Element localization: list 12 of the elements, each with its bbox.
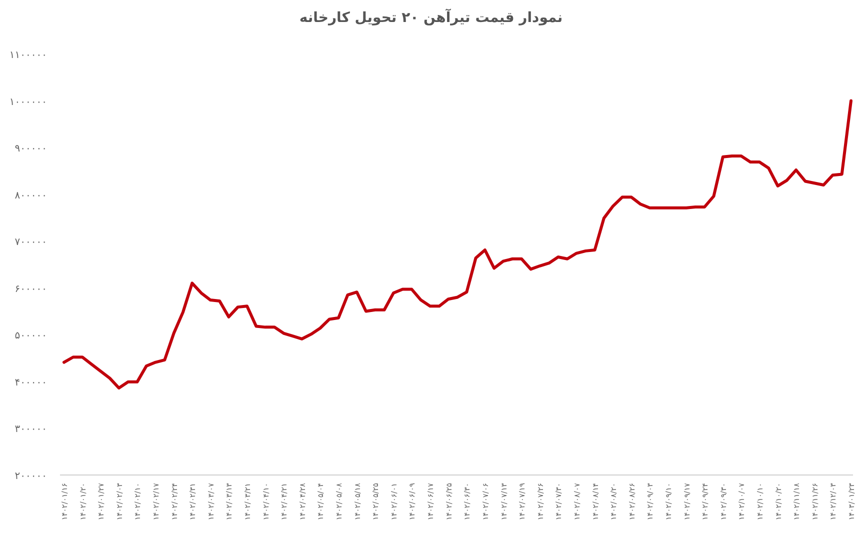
y-tick-label: ۲۰۰۰۰۰ xyxy=(14,471,47,482)
y-tick-label: ۳۰۰۰۰۰ xyxy=(14,424,47,436)
y-tick-label: ۸۰۰۰۰۰ xyxy=(14,190,47,202)
y-tick-label: ۷۰۰۰۰۰ xyxy=(14,237,47,248)
y-tick-label: ۱۱۰۰۰۰۰ xyxy=(9,50,47,61)
y-tick-label: ۱۰۰۰۰۰۰ xyxy=(9,96,47,108)
y-tick-label: ۴۰۰۰۰۰ xyxy=(14,377,47,388)
y-tick-label: ۵۰۰۰۰۰ xyxy=(14,330,47,342)
y-tick-label: ۶۰۰۰۰۰ xyxy=(14,284,47,295)
chart-title: نمودار قیمت تیرآهن ۲۰ تحویل کارخانه xyxy=(299,8,563,26)
line-series xyxy=(62,99,852,390)
y-tick-label: ۹۰۰۰۰۰ xyxy=(14,144,47,155)
